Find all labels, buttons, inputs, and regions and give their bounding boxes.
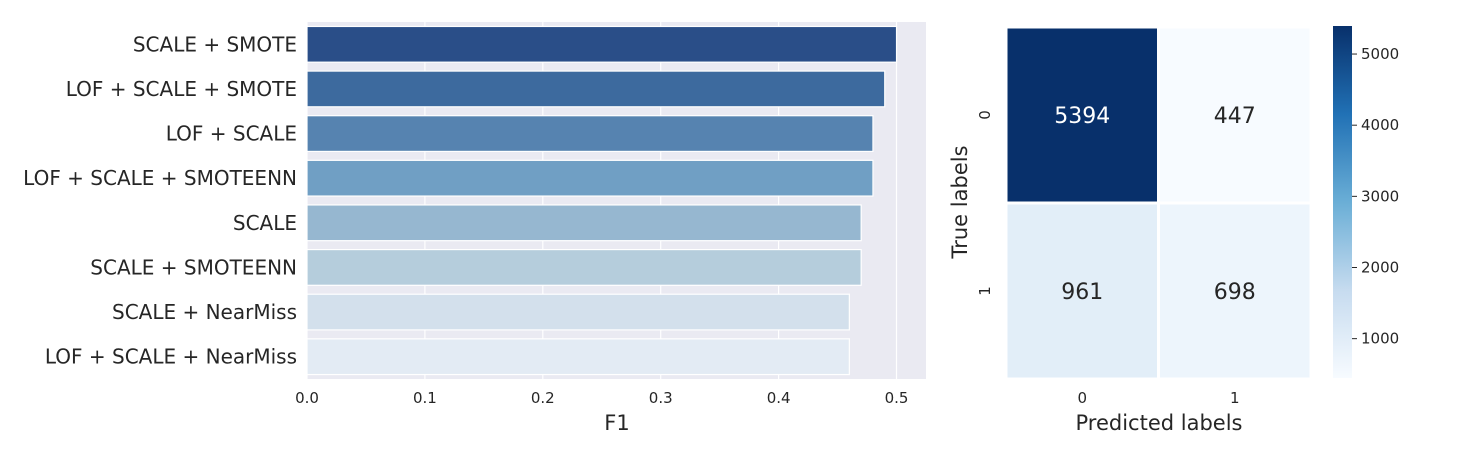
bar — [306, 159, 874, 197]
bar-x-tick-label: 0.0 — [295, 389, 319, 407]
bar — [306, 338, 850, 376]
bar-x-tick-label: 0.1 — [413, 389, 437, 407]
heatmap-y-axis-label: True labels — [948, 145, 972, 259]
heatmap-cell — [1004, 25, 1160, 205]
colorbar-tick-label: 5000 — [1361, 45, 1399, 63]
heatmap-cell-value: 447 — [1214, 104, 1256, 129]
bar-category-label: SCALE + SMOTE — [133, 32, 297, 56]
bar — [306, 70, 886, 108]
colorbar-tick-label: 3000 — [1361, 187, 1399, 205]
bar-chart-panel: SCALE + SMOTE LOF + SCALE + SMOTE LOF + SC… — [23, 22, 926, 435]
bars — [306, 25, 898, 376]
bar-x-tick-labels: 0.0 0.1 0.2 0.3 0.4 0.5 — [295, 389, 908, 407]
heatmap-x-tick-label: 0 — [1077, 389, 1087, 407]
heatmap-x-axis-label: Predicted labels — [1076, 411, 1243, 435]
bar — [306, 293, 850, 331]
colorbar-ticks: 1000 2000 3000 4000 5000 — [1352, 45, 1399, 348]
bar-x-tick-label: 0.2 — [531, 389, 555, 407]
colorbar-tick-label: 2000 — [1361, 258, 1399, 276]
bar-x-tick-label: 0.5 — [885, 389, 909, 407]
heatmap-cell — [1157, 201, 1313, 381]
heatmap-cell-value: 698 — [1214, 280, 1256, 305]
bar-x-tick-label: 0.3 — [649, 389, 673, 407]
heatmap-cell — [1004, 201, 1160, 381]
bar-category-label: LOF + SCALE + SMOTEENN — [23, 166, 297, 190]
bar-category-label: LOF + SCALE — [166, 122, 297, 146]
colorbar-tick-label: 1000 — [1361, 330, 1399, 348]
heatmap-cells: 5394 447 961 698 — [1004, 25, 1313, 381]
bar — [306, 248, 862, 286]
bar-category-label: LOF + SCALE + NearMiss — [45, 345, 297, 369]
heatmap-x-tick-label: 1 — [1230, 389, 1240, 407]
bar — [306, 115, 874, 153]
heatmap-y-tick-labels: 01 — [976, 110, 994, 296]
colorbar — [1333, 26, 1352, 378]
colorbar-tick-label: 4000 — [1361, 116, 1399, 134]
bar-category-labels: SCALE + SMOTE LOF + SCALE + SMOTE LOF + SC… — [23, 32, 297, 368]
bar — [306, 25, 898, 63]
bar-x-tick-label: 0.4 — [767, 389, 791, 407]
bar-x-axis-label: F1 — [604, 411, 629, 435]
bar-category-label: SCALE — [233, 211, 297, 235]
bar-category-label: SCALE + NearMiss — [112, 300, 297, 324]
bar — [306, 204, 862, 242]
heatmap-y-tick-label: 1 — [976, 286, 994, 296]
heatmap-y-tick-label: 0 — [976, 110, 994, 120]
bar-category-label: SCALE + SMOTEENN — [90, 255, 297, 279]
heatmap-cell-value: 961 — [1061, 280, 1103, 305]
heatmap-cell-value: 5394 — [1054, 104, 1110, 129]
bar-category-label: LOF + SCALE + SMOTE — [66, 77, 297, 101]
